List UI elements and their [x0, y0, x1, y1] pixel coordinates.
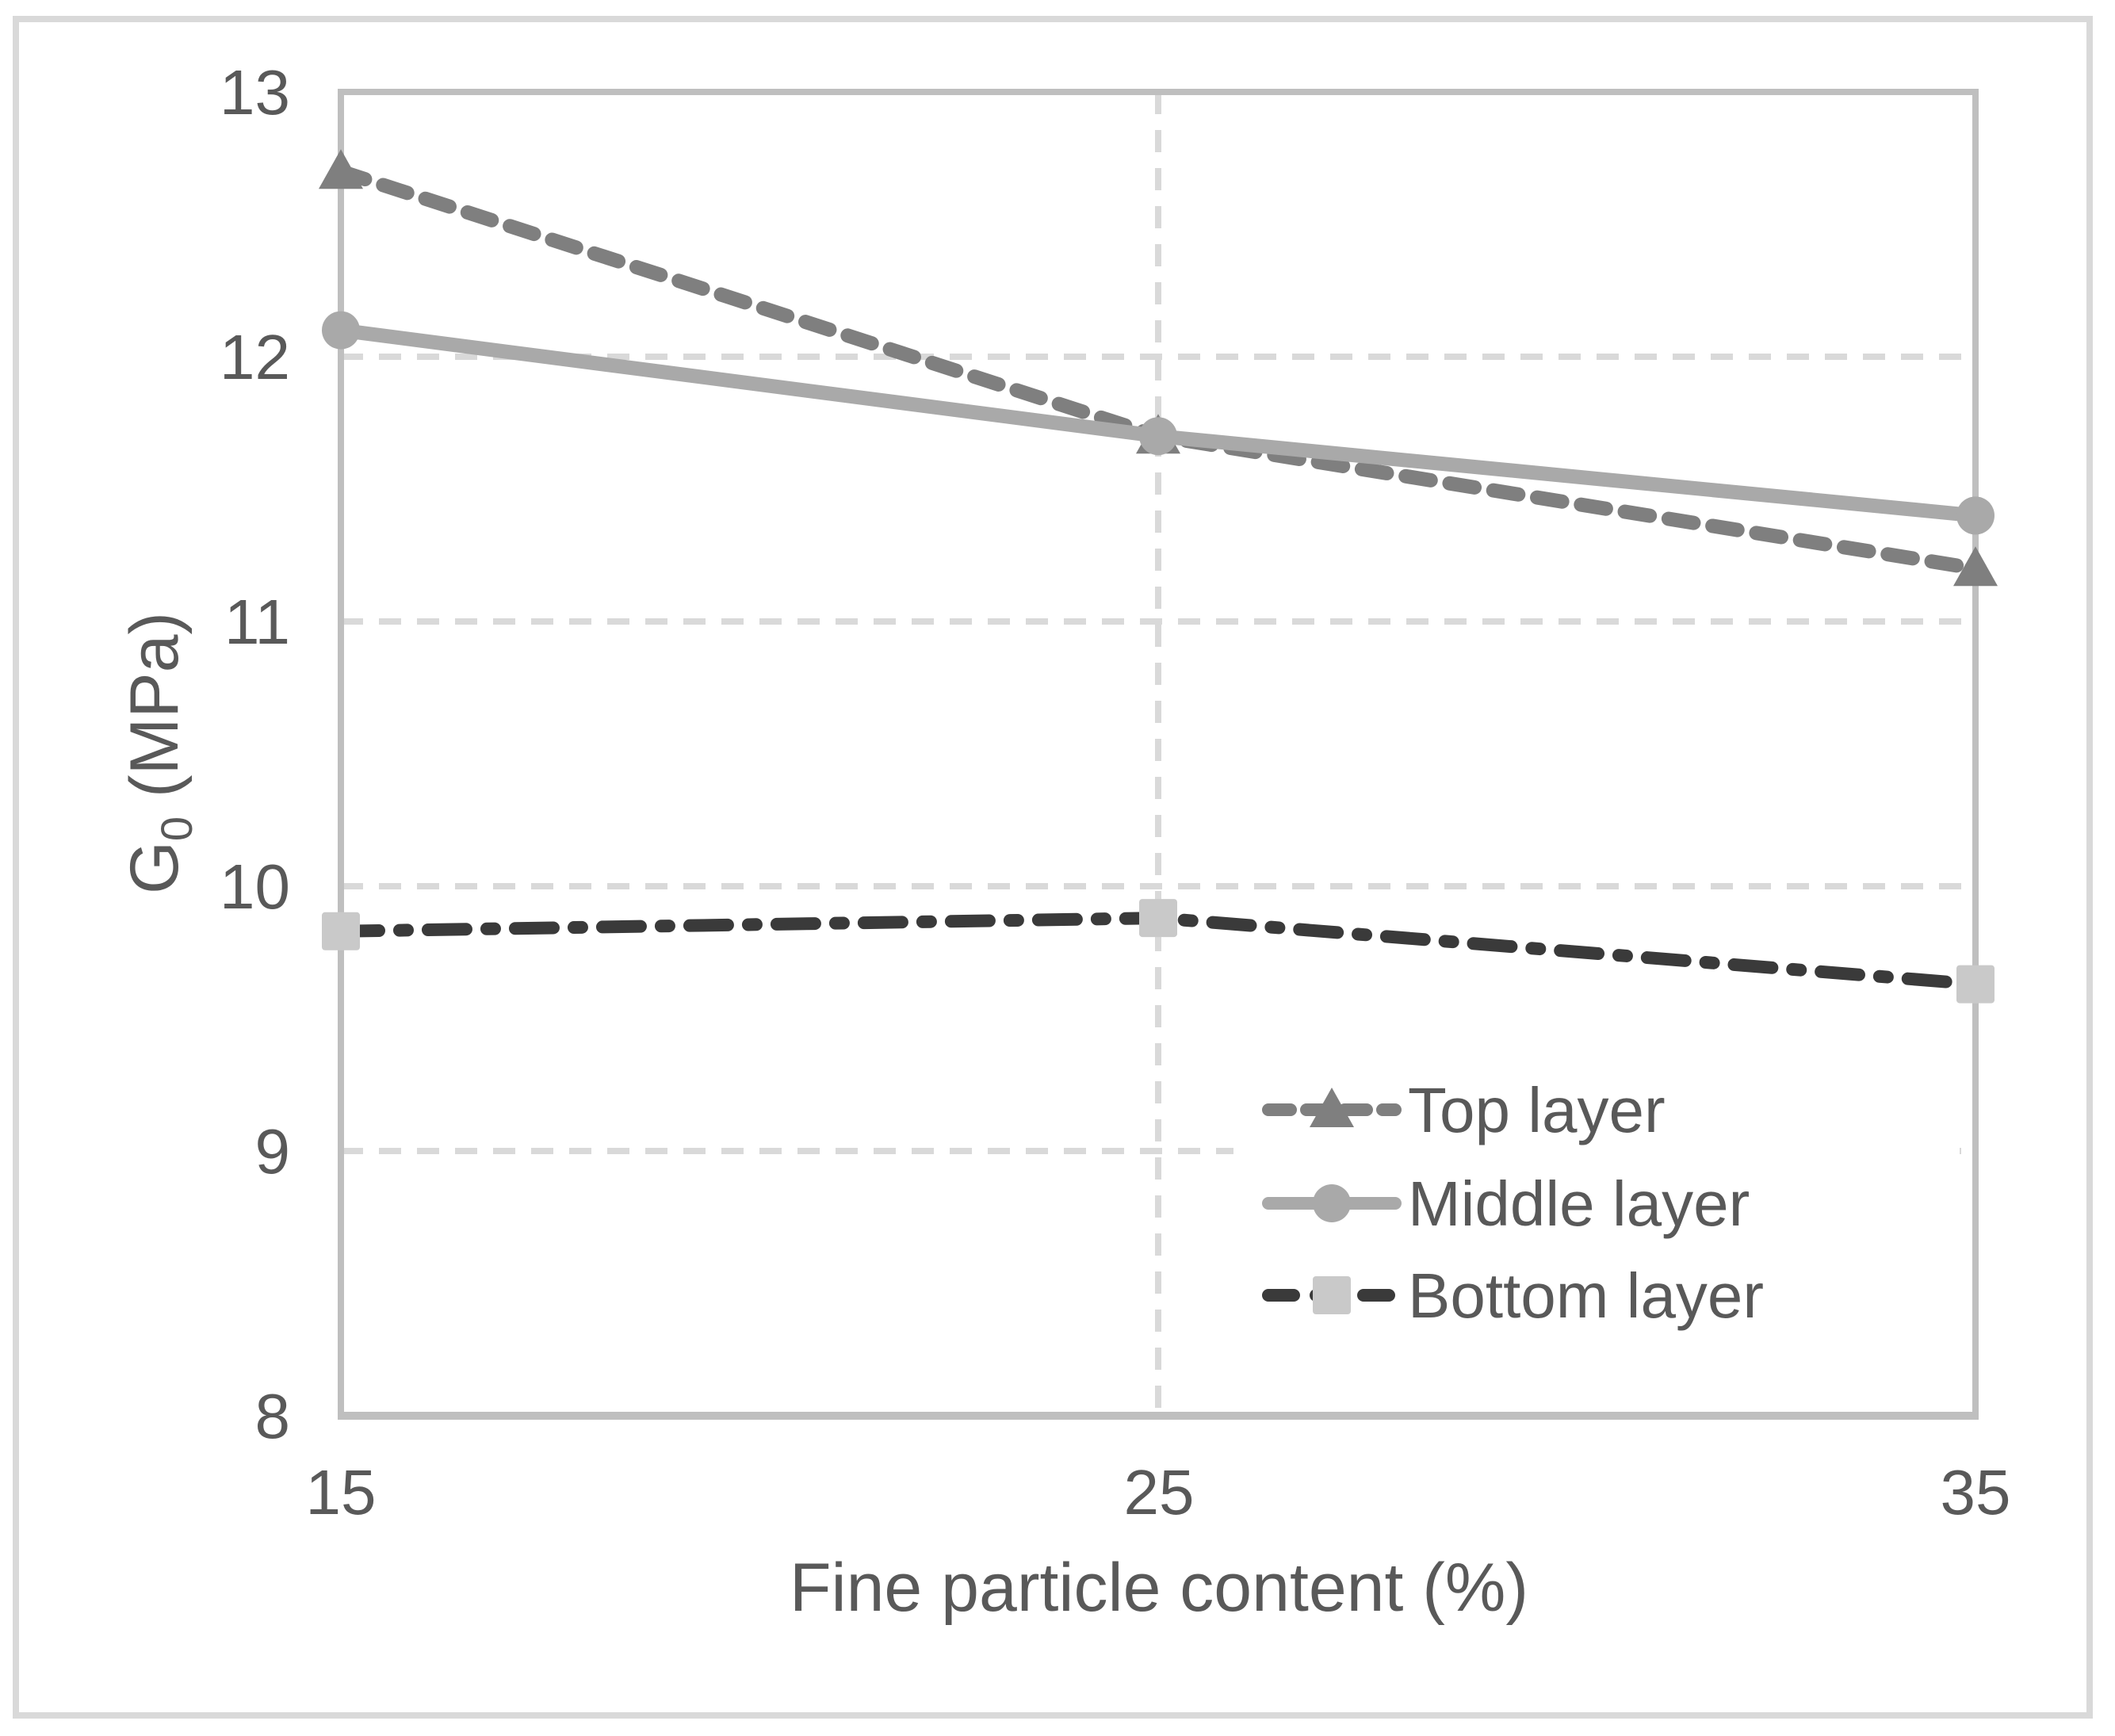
x-tick-label-25: 25 [1124, 1457, 1195, 1528]
marker-middle-layer-15 [322, 311, 360, 350]
legend-entry-bottom-layer: Bottom layer [1262, 1260, 1764, 1331]
chart-outer-border [13, 16, 2093, 1719]
gridlines [341, 92, 1975, 1416]
legend-marker-middle-layer [1313, 1184, 1351, 1222]
x-tick-label-15: 15 [306, 1457, 377, 1528]
y-axis-title: G0 (MPa) [117, 612, 201, 894]
y-tick-label-12: 12 [220, 322, 290, 392]
y-axis-title-subscript: 0 [151, 816, 201, 841]
marker-middle-layer-25 [1139, 417, 1177, 456]
legend-entry-top-layer: Top layer [1262, 1075, 1666, 1145]
y-tick-label-13: 13 [220, 57, 290, 128]
y-tick-label-8: 8 [255, 1381, 291, 1451]
legend-entry-middle-layer: Middle layer [1262, 1168, 1750, 1239]
series-group [319, 149, 1998, 1004]
legend-marker-bottom-layer [1313, 1276, 1351, 1314]
marker-top-layer-15 [319, 149, 363, 189]
y-axis-title-main: G [117, 841, 193, 894]
legend-label-bottom-layer: Bottom layer [1408, 1260, 1764, 1331]
legend-marker-top-layer [1310, 1088, 1354, 1127]
y-axis-title-units: (MPa) [117, 612, 193, 816]
x-axis-title: Fine particle content (%) [790, 1550, 1528, 1626]
y-axis-tick-labels: 13 12 11 10 9 8 [220, 57, 290, 1451]
x-tick-label-35: 35 [1941, 1457, 2011, 1528]
marker-bottom-layer-35 [1956, 965, 1995, 1004]
marker-middle-layer-35 [1956, 496, 1995, 535]
legend-label-top-layer: Top layer [1408, 1075, 1666, 1145]
y-tick-label-11: 11 [224, 587, 290, 657]
legend: Top layer Middle layer Bottom layer [1233, 1056, 1960, 1351]
marker-top-layer-35 [1953, 546, 1998, 587]
marker-bottom-layer-25 [1139, 899, 1177, 938]
y-tick-label-9: 9 [255, 1116, 291, 1187]
legend-label-middle-layer: Middle layer [1408, 1168, 1750, 1239]
x-axis-tick-labels: 15 25 35 [306, 1457, 2011, 1528]
marker-bottom-layer-15 [322, 912, 360, 950]
y-tick-label-10: 10 [220, 851, 290, 922]
